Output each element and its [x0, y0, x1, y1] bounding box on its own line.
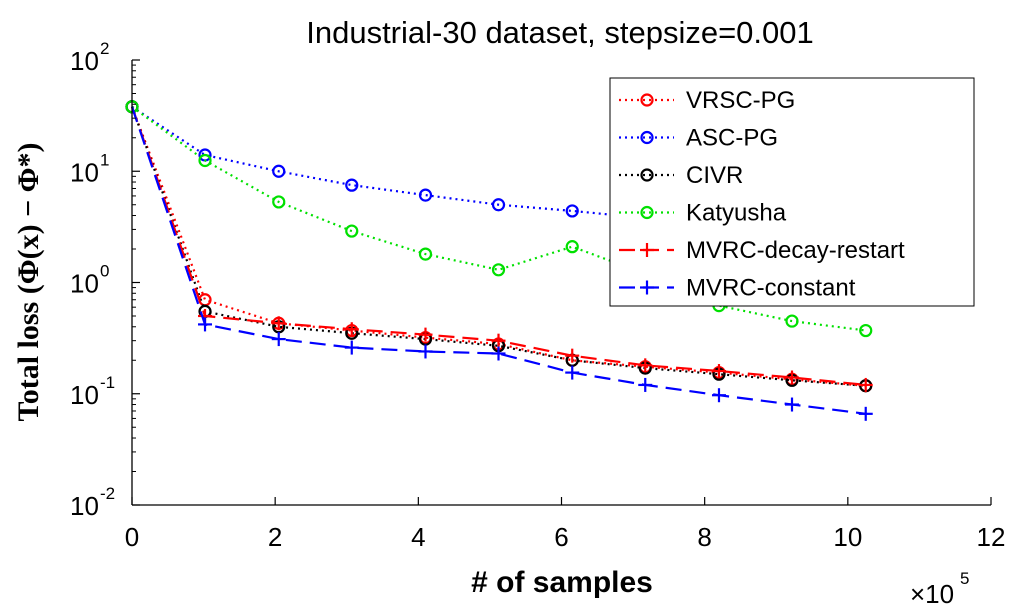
x-scale-base: ×10 — [910, 579, 954, 609]
legend-label: CIVR — [686, 162, 743, 189]
data-point — [271, 332, 286, 347]
x-tick-label: 12 — [977, 522, 1006, 552]
y-tick-exponent: 0 — [100, 262, 109, 281]
data-point — [638, 358, 653, 373]
legend-marker — [640, 168, 654, 182]
x-tick-label: 10 — [833, 522, 862, 552]
y-tick-exponent: 2 — [100, 39, 109, 58]
legend-marker — [640, 205, 654, 220]
data-point — [711, 364, 726, 379]
legend-label: Katyusha — [686, 200, 787, 227]
y-tick-base: 10 — [70, 269, 99, 299]
legend-label: MVRC-constant — [686, 275, 856, 302]
x-ticks: 0 2 4 6 8 10 12 — [125, 497, 1006, 552]
legend: VRSC-PG ASC-PG CIVR Katyusha MVRC-decay-rest… — [609, 77, 975, 307]
y-tick-label: 10 0 — [70, 262, 109, 299]
data-point — [565, 204, 579, 218]
legend-item-asc-pg: ASC-PG — [619, 125, 778, 152]
chart-title: Industrial-30 dataset, stepsize=0.001 — [306, 15, 814, 50]
y-tick-base: 10 — [70, 380, 99, 410]
x-scale-note: ×10 5 — [910, 569, 969, 609]
y-tick-exponent: -2 — [100, 484, 115, 503]
legend-marker — [640, 93, 654, 107]
data-point — [198, 153, 212, 168]
x-tick-label: 4 — [411, 522, 425, 552]
legend-label: VRSC-PG — [686, 87, 795, 114]
data-point — [565, 240, 579, 254]
y-tick-base: 10 — [70, 46, 99, 76]
data-point — [491, 198, 506, 212]
x-tick-label: 0 — [125, 522, 139, 552]
data-point — [784, 370, 799, 385]
legend-marker — [640, 243, 654, 257]
data-point — [638, 377, 653, 392]
data-point — [272, 164, 286, 178]
legend-item-civr: CIVR — [619, 162, 743, 189]
legend-label: ASC-PG — [686, 125, 778, 152]
data-point — [344, 322, 359, 337]
y-tick-label: 10 -1 — [70, 373, 115, 410]
legend-label: MVRC-decay-restart — [686, 237, 905, 264]
legend-box — [609, 77, 975, 307]
series-mvrc-decay-restart — [130, 106, 873, 392]
data-point — [858, 406, 873, 421]
series-line — [131, 105, 866, 332]
x-tick-label: 8 — [697, 522, 711, 552]
y-tick-exponent: 1 — [100, 150, 109, 169]
data-point — [858, 377, 873, 392]
legend-item-mvrc-constant: MVRC-constant — [619, 275, 856, 302]
y-tick-label: 10 1 — [70, 150, 109, 187]
legend-item-vrsc-pg: VRSC-PG — [619, 87, 795, 114]
x-tick-label: 6 — [554, 522, 568, 552]
y-tick-label: 10 -2 — [70, 484, 115, 521]
data-point — [784, 397, 799, 412]
data-point — [418, 247, 433, 261]
data-point — [859, 323, 873, 338]
data-point — [418, 327, 433, 342]
series-katyusha — [125, 100, 873, 338]
x-scale-exponent: 5 — [960, 569, 969, 588]
y-axis-label: Total loss (Φ(x) − Φ*) — [12, 142, 45, 421]
data-point — [198, 317, 213, 332]
y-tick-label: 10 2 — [70, 39, 109, 76]
series-layer — [125, 100, 873, 421]
y-tick-base: 10 — [70, 491, 99, 521]
data-point — [491, 333, 506, 348]
y-tick-base: 10 — [70, 157, 99, 187]
x-tick-label: 2 — [268, 522, 282, 552]
data-point — [418, 344, 433, 359]
series-line — [130, 106, 866, 415]
data-point — [491, 346, 506, 361]
series-mvrc-constant — [130, 106, 873, 421]
data-point — [418, 188, 433, 202]
legend-item-mvrc-decay-restart: MVRC-decay-restart — [619, 237, 905, 264]
legend-marker — [640, 280, 654, 295]
data-point — [344, 340, 359, 355]
data-point — [565, 365, 580, 380]
data-point — [711, 388, 726, 403]
x-axis-label: # of samples — [471, 566, 653, 599]
data-point — [345, 178, 359, 192]
legend-item-katyusha: Katyusha — [619, 200, 787, 227]
data-point — [345, 224, 359, 238]
data-point — [272, 195, 286, 209]
data-point — [565, 348, 580, 363]
y-tick-exponent: -1 — [100, 373, 115, 392]
legend-marker — [640, 130, 654, 145]
data-point — [491, 263, 506, 277]
data-point — [785, 314, 799, 328]
data-point — [271, 316, 286, 331]
